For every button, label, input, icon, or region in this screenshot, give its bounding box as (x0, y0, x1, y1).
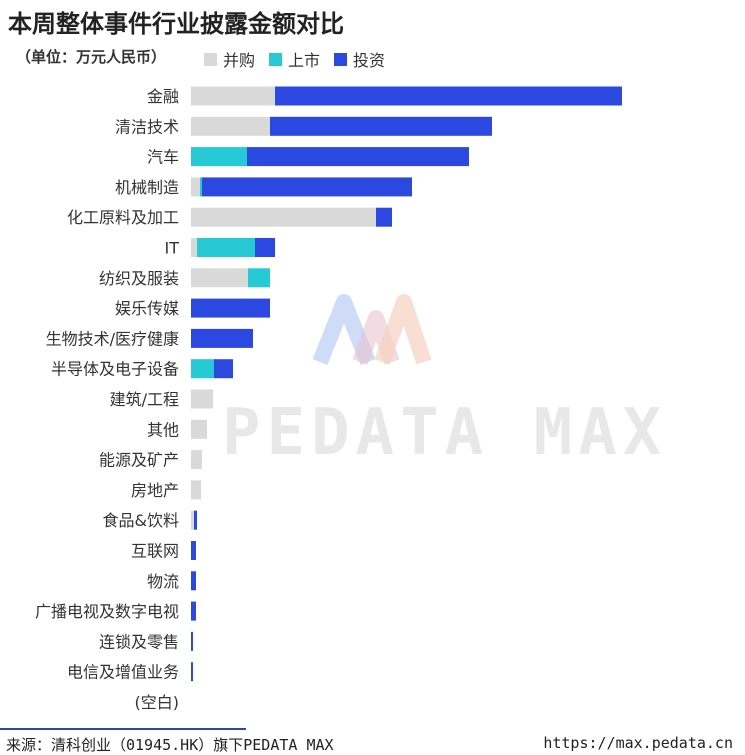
category-label: 食品&饮料 (103, 511, 179, 530)
bar-segment (191, 86, 275, 106)
bar-segment (191, 238, 197, 257)
category-label: 电信及增值业务 (67, 663, 179, 682)
footer-divider (0, 728, 246, 730)
legend-label-ipo: 上市 (288, 51, 321, 70)
bar-segment (191, 268, 248, 288)
bar-segment (191, 116, 270, 136)
bar-segment (191, 328, 253, 348)
bar-segment (194, 510, 197, 530)
legend-item-ipo: 上市 (269, 47, 320, 71)
category-label: 金融 (147, 87, 179, 106)
category-label: 物流 (147, 572, 179, 591)
bar-segment (191, 389, 213, 409)
legend-swatch-ipo (269, 52, 283, 66)
bar-segment (191, 541, 196, 560)
bar-segment (191, 177, 200, 197)
bar-segment (191, 631, 193, 651)
bar-segment (275, 86, 622, 106)
watermark-text: PEDATA MAX (222, 396, 668, 470)
legend-label-investment: 投资 (353, 51, 386, 70)
category-label: (空白) (135, 693, 180, 712)
bar-segment (191, 450, 202, 470)
legend-item-investment: 投资 (334, 47, 385, 71)
bar-segment (191, 601, 196, 621)
category-label: 其他 (147, 420, 179, 439)
bar-segment (191, 480, 201, 500)
bar-segment (191, 419, 207, 439)
category-label: 连锁及零售 (99, 632, 179, 651)
category-label: 建筑/工程 (110, 390, 179, 409)
legend: 并购 上市 投资 (204, 47, 385, 71)
bar-segment (191, 662, 193, 682)
bar-segment (191, 207, 376, 227)
category-label: 房地产 (131, 481, 179, 500)
bar-segment (270, 116, 492, 136)
category-label: 广播电视及数字电视 (35, 602, 179, 621)
category-label: 半导体及电子设备 (51, 360, 179, 379)
bar-segment (191, 571, 196, 591)
category-label: 化工原料及加工 (67, 208, 179, 227)
category-label: 纺织及服装 (99, 269, 179, 288)
legend-swatch-investment (334, 52, 348, 66)
category-label: 娱乐传媒 (115, 299, 179, 318)
bar-segment (248, 268, 270, 288)
category-label: 清洁技术 (115, 117, 179, 136)
watermark-logo (312, 294, 432, 365)
bar-segment (247, 147, 469, 167)
category-label: 机械制造 (115, 178, 179, 197)
bar-segment (255, 238, 275, 257)
bar-segment (200, 177, 202, 197)
footer-url: https://max.pedata.cn (543, 734, 733, 752)
bar-segment (191, 147, 247, 167)
legend-label-ma: 并购 (223, 51, 256, 70)
footer-source: 来源：清科创业（01945.HK）旗下PEDATA MAX (6, 736, 334, 754)
bar-segment (197, 238, 255, 257)
bar-segment (191, 298, 270, 318)
bar-segment (202, 177, 412, 197)
bar-segment (214, 359, 233, 379)
category-label: 汽车 (147, 148, 179, 167)
bar-segment (191, 359, 214, 379)
category-label: IT (165, 239, 180, 258)
unit-label: （单位：万元人民币） (16, 48, 167, 66)
category-label: 生物技术/医疗健康 (46, 329, 179, 348)
legend-item-ma: 并购 (204, 47, 255, 71)
chart-title: 本周整体事件行业披露金额对比 (8, 10, 344, 38)
legend-swatch-ma (204, 52, 217, 66)
category-label: 能源及矿产 (99, 451, 179, 470)
bar-segment (191, 510, 194, 530)
category-label: 互联网 (131, 542, 179, 561)
bar-segment (376, 207, 392, 227)
